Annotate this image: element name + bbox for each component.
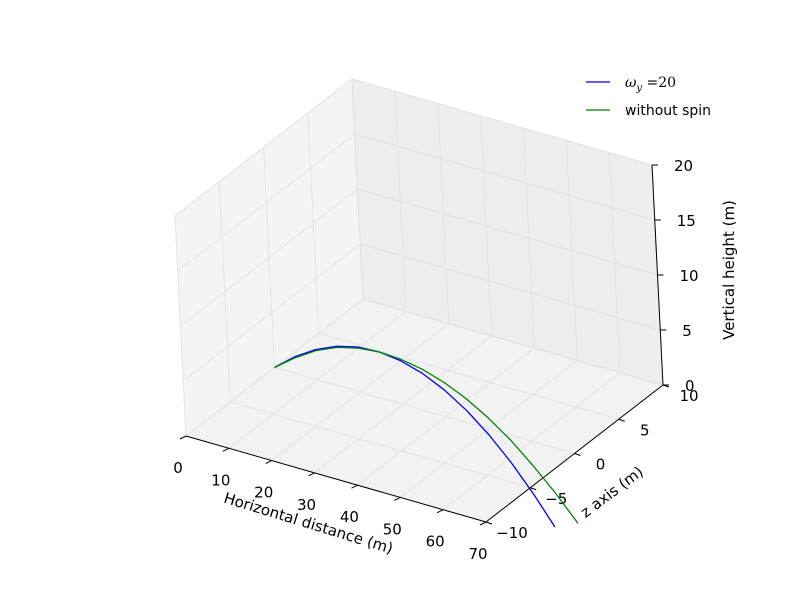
z-tick-label: 5	[682, 322, 692, 340]
grid-line-z	[185, 298, 664, 437]
y-tick-label: 5	[640, 421, 650, 439]
grid-line-z	[174, 78, 653, 217]
x-tick-label: 30	[297, 496, 316, 514]
x-tick	[436, 509, 444, 514]
legend-omega-value: =20	[642, 75, 676, 91]
y-tick	[618, 418, 625, 422]
x-tick	[351, 484, 358, 489]
y-tick-label: −5	[545, 490, 567, 508]
x-tick	[222, 447, 230, 452]
y-tick	[485, 521, 493, 525]
x-tick	[479, 521, 487, 526]
x-tick-label: 70	[468, 545, 487, 563]
data-series	[274, 345, 579, 528]
x-axis-line	[185, 435, 487, 523]
x-tick-label: 40	[340, 508, 359, 526]
series-line-nospin	[274, 346, 579, 524]
x-tick-label: 0	[173, 459, 183, 477]
z-tick-label: 15	[677, 212, 696, 230]
grid-line-z	[177, 133, 655, 272]
legend-omega-subscript: y	[635, 83, 642, 94]
grid-line-z	[180, 188, 658, 327]
grid-line-z	[182, 243, 661, 382]
z-tick-label: 10	[680, 267, 699, 285]
y-axis-label: z axis (m)	[577, 463, 647, 522]
z-tick-label: 20	[674, 157, 693, 175]
x-tick-label: 50	[383, 520, 402, 538]
x-tick-label: 10	[211, 471, 230, 489]
grid-lines	[174, 78, 664, 523]
y-tick-label: 10	[679, 387, 698, 405]
x-tick	[308, 472, 315, 477]
x-tick-label: 60	[426, 533, 445, 551]
x-tick	[265, 460, 272, 465]
series-line-spin	[274, 345, 556, 528]
y-tick	[574, 453, 581, 456]
x-tick	[394, 496, 401, 501]
y-tick	[530, 487, 537, 491]
y-tick-label: 0	[596, 456, 606, 474]
y-tick-label: −10	[496, 524, 528, 542]
legend: ωy =20 without spin	[586, 75, 711, 119]
x-tick-label: 20	[254, 484, 273, 502]
z-axis-label: Vertical height (m)	[720, 200, 738, 340]
z-tick-label: 0	[685, 377, 695, 395]
legend-label-nospin: without spin	[625, 103, 711, 119]
x-tick	[179, 435, 187, 440]
legend-omega: ω	[625, 75, 637, 91]
legend-label-spin: ωy =20	[625, 75, 676, 94]
